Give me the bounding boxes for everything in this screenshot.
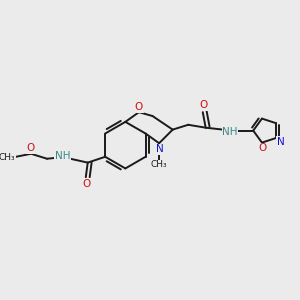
Text: NH: NH [222,127,238,136]
Text: CH₃: CH₃ [0,153,16,162]
Text: N: N [156,144,164,154]
Text: NH: NH [55,151,70,161]
Text: O: O [200,100,208,110]
Text: O: O [135,102,143,112]
Text: N: N [277,137,285,147]
Text: CH₃: CH₃ [151,160,167,169]
Text: O: O [82,179,91,189]
Text: O: O [26,143,34,153]
Text: O: O [259,143,267,153]
